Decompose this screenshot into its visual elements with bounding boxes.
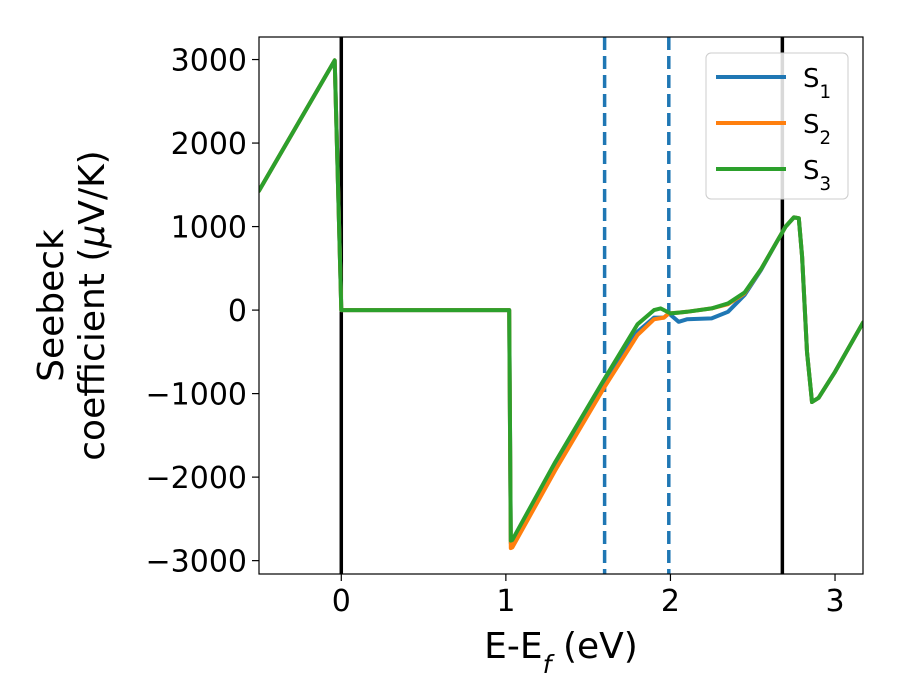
- y-axis-title: Seebeckcoefficient (μV/K): [31, 150, 113, 460]
- series-lines: [259, 58, 863, 551]
- y-axis-title-line-1: Seebeck: [31, 229, 72, 382]
- x-axis-ticks: 0 1 2 3: [332, 574, 845, 619]
- legend-label-s3: S3: [803, 156, 831, 195]
- x-axis-title: E-Ef (eV): [484, 626, 638, 679]
- y-tick-label: −3000: [146, 545, 247, 580]
- x-tick-label: 0: [332, 584, 351, 619]
- legend-label-s1: S1: [803, 64, 831, 103]
- y-axis-title-line-2: coefficient (μV/K): [72, 150, 113, 460]
- legend-box: [705, 52, 849, 200]
- y-tick-label: −2000: [146, 461, 247, 496]
- y-tick-label: 0: [228, 294, 247, 329]
- series-line-s3: [259, 58, 863, 543]
- y-axis-ticks: −3000 −2000 −1000 0 1000 2000 3000: [146, 44, 259, 580]
- x-tick-label: 3: [825, 584, 844, 619]
- x-tick-label: 1: [496, 584, 515, 619]
- y-tick-label: 2000: [171, 127, 247, 162]
- y-tick-label: −1000: [146, 378, 247, 413]
- y-tick-label: 3000: [171, 44, 247, 79]
- x-tick-label: 2: [661, 584, 680, 619]
- legend-label-s2: S2: [803, 110, 831, 149]
- legend: S1 S2 S3: [705, 52, 849, 200]
- y-tick-label: 1000: [171, 211, 247, 246]
- plot-frame: [258, 36, 864, 575]
